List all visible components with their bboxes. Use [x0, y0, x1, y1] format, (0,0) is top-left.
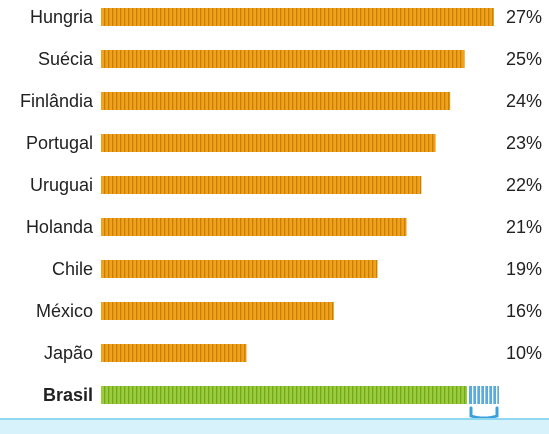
value-label: 22% [506, 175, 542, 195]
bar [101, 92, 451, 110]
bar [101, 176, 422, 194]
bar [101, 134, 436, 152]
bar-brasil [101, 386, 499, 404]
category-label: Finlândia [20, 91, 94, 111]
bar [101, 302, 334, 320]
value-label: 19% [506, 259, 542, 279]
category-label: Portugal [26, 133, 93, 153]
category-label: Japão [44, 343, 93, 363]
category-label: Chile [52, 259, 93, 279]
category-label: Brasil [43, 385, 93, 405]
bar [101, 50, 465, 68]
category-label: Suécia [38, 49, 94, 69]
value-label: 24% [506, 91, 542, 111]
bar [101, 8, 494, 26]
category-label: Hungria [30, 7, 94, 27]
category-label: Holanda [26, 217, 94, 237]
category-label: Uruguai [30, 175, 93, 195]
bar [101, 260, 378, 278]
value-label: 10% [506, 343, 542, 363]
bar [101, 218, 407, 236]
bottom-band [0, 418, 549, 434]
category-label: México [36, 301, 93, 321]
bar [101, 344, 247, 362]
value-label: 21% [506, 217, 542, 237]
value-label: 16% [506, 301, 542, 321]
value-label: 27% [506, 7, 542, 27]
value-label: 23% [506, 133, 542, 153]
value-label: 25% [506, 49, 542, 69]
